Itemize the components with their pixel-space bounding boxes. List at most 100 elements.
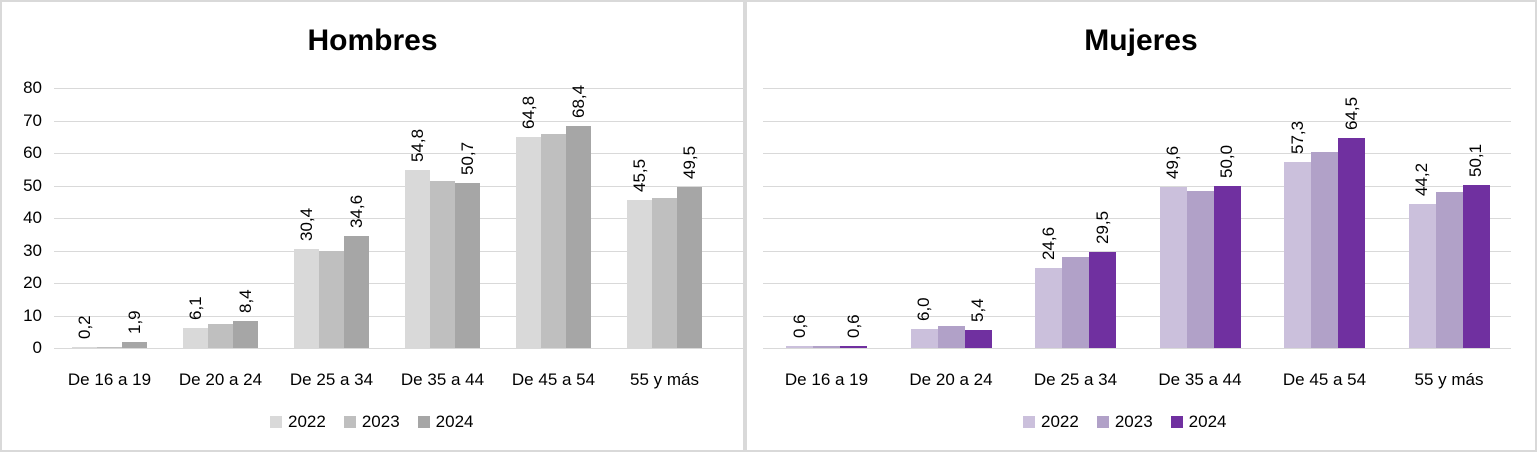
data-label: 54,8 xyxy=(407,128,427,162)
legend-swatch-icon xyxy=(417,416,430,428)
data-label: 49,5 xyxy=(679,146,699,180)
x-tick-label: De 20 a 24 xyxy=(178,370,263,389)
bar xyxy=(1062,257,1089,348)
x-tick-label: De 16 a 19 xyxy=(67,370,152,389)
bar xyxy=(652,197,677,348)
gridline xyxy=(763,283,1511,284)
gridline xyxy=(763,250,1511,252)
y-tick-label: 10 xyxy=(23,305,42,325)
legend-label: 2023 xyxy=(1114,412,1153,431)
data-label: 0,6 xyxy=(789,314,809,339)
data-label: 68,4 xyxy=(568,84,588,118)
bar xyxy=(233,320,258,348)
chart-title: Hombres xyxy=(307,24,438,57)
data-label: 50,7 xyxy=(457,142,477,176)
bar xyxy=(1462,185,1490,348)
bar xyxy=(405,169,430,348)
bar xyxy=(208,323,233,348)
gridline xyxy=(54,153,744,154)
bar xyxy=(1213,185,1241,348)
data-label: 0,2 xyxy=(74,315,94,339)
x-tick-label: De 35 a 44 xyxy=(400,370,485,389)
data-label: 57,3 xyxy=(1287,120,1307,154)
gridline xyxy=(54,185,744,187)
bar xyxy=(455,183,480,348)
data-label: 29,5 xyxy=(1092,211,1112,245)
legend-item: 2024 xyxy=(417,412,473,432)
bar xyxy=(840,346,867,348)
bar xyxy=(183,328,208,348)
data-label: 1,9 xyxy=(124,310,144,334)
data-label: 6,1 xyxy=(185,296,205,321)
data-label: 64,8 xyxy=(518,96,538,130)
x-tick-label: De 45 a 54 xyxy=(1282,370,1367,389)
bar xyxy=(1338,138,1365,348)
gridline xyxy=(54,283,744,284)
data-label: 6,0 xyxy=(914,296,933,321)
y-tick-label: 70 xyxy=(23,110,42,130)
legend-item: 2023 xyxy=(1096,412,1153,432)
data-label: 45,5 xyxy=(629,159,649,193)
gridline xyxy=(54,88,744,89)
bar xyxy=(1089,252,1116,348)
bar xyxy=(677,187,702,348)
bar xyxy=(430,181,455,348)
x-tick-label: De 35 a 44 xyxy=(1158,370,1242,389)
legend-swatch-icon xyxy=(270,416,282,428)
gridline xyxy=(763,218,1511,219)
data-label: 50,1 xyxy=(1466,144,1485,178)
bar xyxy=(1284,161,1311,348)
bar xyxy=(122,341,147,348)
legend-label: 2022 xyxy=(1041,412,1079,431)
legend-swatch-icon xyxy=(1170,416,1183,428)
x-tick-label: De 45 a 54 xyxy=(511,370,596,389)
bar xyxy=(937,325,965,348)
y-tick-label: 50 xyxy=(23,175,42,195)
legend-label: 2023 xyxy=(361,412,400,431)
y-tick-label: 80 xyxy=(23,78,42,97)
legend-swatch-icon xyxy=(1096,416,1109,428)
legend: 2022 2023 2024 xyxy=(1023,412,1226,432)
bar xyxy=(344,235,369,348)
data-label: 49,6 xyxy=(1163,145,1182,179)
gridline xyxy=(763,348,1511,349)
gridline xyxy=(54,348,744,349)
x-tick-label: De 25 a 34 xyxy=(289,370,374,389)
gridline xyxy=(763,185,1511,187)
data-label: 8,4 xyxy=(235,289,255,313)
plot-area: 0,6 0,6 6,0 5,4 24,6 29,5 49,6 50,0 57,3 64,5 44,2… xyxy=(763,88,1511,349)
data-label: 64,5 xyxy=(1341,97,1361,131)
legend-label: 2022 xyxy=(288,412,326,431)
legend-item: 2022 xyxy=(1023,412,1079,432)
gridline xyxy=(54,250,744,252)
bar xyxy=(1311,152,1338,348)
y-tick-label: 30 xyxy=(23,240,42,260)
gridline xyxy=(54,120,744,122)
bar xyxy=(1159,186,1187,348)
bar xyxy=(1035,268,1062,348)
legend-item: 2024 xyxy=(1170,412,1227,432)
bar xyxy=(964,330,992,348)
bar xyxy=(813,345,840,348)
data-label: 5,4 xyxy=(968,298,987,323)
legend-item: 2023 xyxy=(343,412,400,432)
y-tick-label: 0 xyxy=(32,338,42,357)
legend-swatch-icon xyxy=(1023,416,1035,428)
bar xyxy=(1186,191,1214,348)
data-label: 50,0 xyxy=(1217,144,1236,178)
plot-area: 0,2 1,9 6,1 8,4 30,4 34,6 54,8 50,7 64,8 68,4 45,5… xyxy=(54,84,744,349)
chart-title: Mujeres xyxy=(1084,24,1198,57)
x-tick-label: De 20 a 24 xyxy=(909,370,993,389)
bar xyxy=(72,347,97,348)
bar xyxy=(294,249,319,348)
data-label: 24,6 xyxy=(1038,226,1058,261)
y-tick-label: 40 xyxy=(23,208,42,227)
bar xyxy=(516,137,541,348)
legend-swatch-icon xyxy=(343,416,356,428)
bar xyxy=(319,250,344,348)
bar xyxy=(1435,192,1463,348)
gridline xyxy=(763,315,1511,317)
bar xyxy=(97,346,122,348)
legend-label: 2024 xyxy=(1188,412,1227,431)
data-label: 30,4 xyxy=(296,208,316,242)
